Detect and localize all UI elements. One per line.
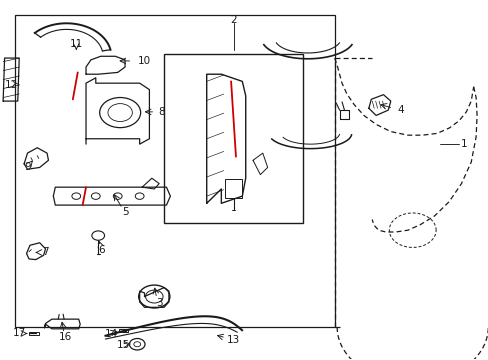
Text: 12: 12	[5, 80, 18, 90]
Text: 13: 13	[227, 334, 240, 345]
Bar	[224, 179, 242, 198]
Text: 14: 14	[105, 329, 118, 339]
Bar	[163, 54, 303, 223]
Text: 7: 7	[42, 247, 49, 257]
Text: 17: 17	[13, 328, 26, 338]
Text: 10: 10	[138, 56, 151, 66]
Text: 2: 2	[230, 15, 237, 26]
Text: 6: 6	[98, 245, 105, 255]
Text: 1: 1	[460, 139, 466, 149]
Bar	[29, 332, 39, 335]
Text: 8: 8	[158, 107, 164, 117]
Text: 16: 16	[58, 332, 72, 342]
Text: 4: 4	[396, 105, 403, 115]
Text: 11: 11	[69, 39, 83, 49]
Bar	[15, 15, 334, 327]
Text: 9: 9	[24, 162, 31, 172]
Text: 15: 15	[117, 340, 130, 350]
Bar	[119, 329, 128, 332]
Text: 3: 3	[156, 298, 162, 308]
Text: 5: 5	[122, 207, 128, 217]
